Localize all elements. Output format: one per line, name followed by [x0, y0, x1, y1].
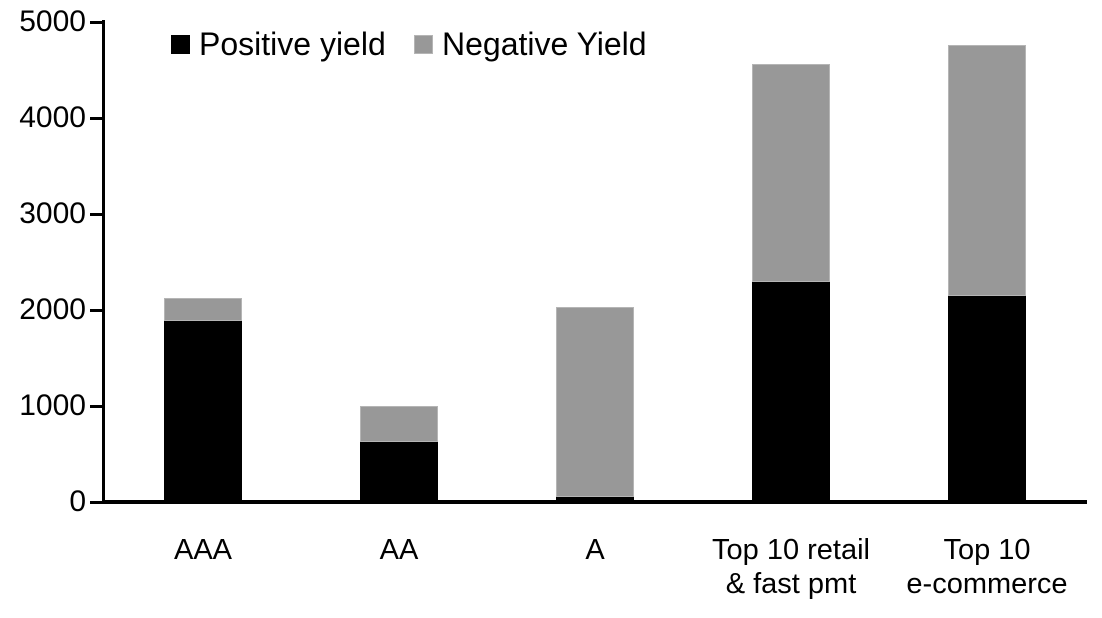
bar-segment-positive — [948, 295, 1026, 502]
y-axis-tick-label: 2000 — [19, 293, 86, 326]
y-axis-tick — [90, 20, 102, 24]
bar-segment-negative — [948, 45, 1026, 296]
y-axis-tick — [90, 500, 102, 504]
bar-segment-negative — [556, 307, 634, 498]
y-axis-tick-label: 5000 — [19, 5, 86, 38]
bar-segment-positive — [360, 442, 438, 502]
y-axis-tick — [90, 116, 102, 120]
y-axis-tick — [90, 212, 102, 216]
y-axis-tick — [90, 404, 102, 408]
negative-yield-swatch-icon — [414, 34, 433, 54]
legend-item-negative-yield: Negative Yield — [414, 25, 647, 62]
bar-segment-negative — [164, 298, 242, 321]
y-axis-tick-label: 3000 — [19, 197, 86, 230]
bar-segment-positive — [752, 282, 830, 502]
y-axis-line — [102, 20, 105, 502]
x-axis-line — [102, 500, 1087, 504]
positive-yield-swatch-icon — [171, 34, 190, 54]
y-axis-tick — [90, 308, 102, 312]
y-axis-tick-label: 1000 — [19, 389, 86, 422]
legend-label-negative-yield: Negative Yield — [442, 25, 647, 62]
x-category-label: AAA — [173, 534, 233, 566]
x-category-label: Top 10 retail & fast pmt — [712, 534, 870, 600]
bar-segment-negative — [752, 64, 830, 283]
legend-label-positive-yield: Positive yield — [199, 25, 386, 62]
y-axis-tick-label: 0 — [69, 485, 86, 518]
x-category-label: AA — [379, 534, 419, 566]
bar-segment-positive — [556, 497, 634, 502]
x-category-label: A — [585, 534, 605, 566]
bar-segment-positive — [164, 320, 242, 502]
x-category-label: Top 10 e-commerce — [906, 534, 1068, 600]
y-axis-tick-label: 4000 — [19, 101, 86, 134]
legend-item-positive-yield: Positive yield — [171, 25, 386, 62]
bar-segment-negative — [360, 406, 438, 443]
